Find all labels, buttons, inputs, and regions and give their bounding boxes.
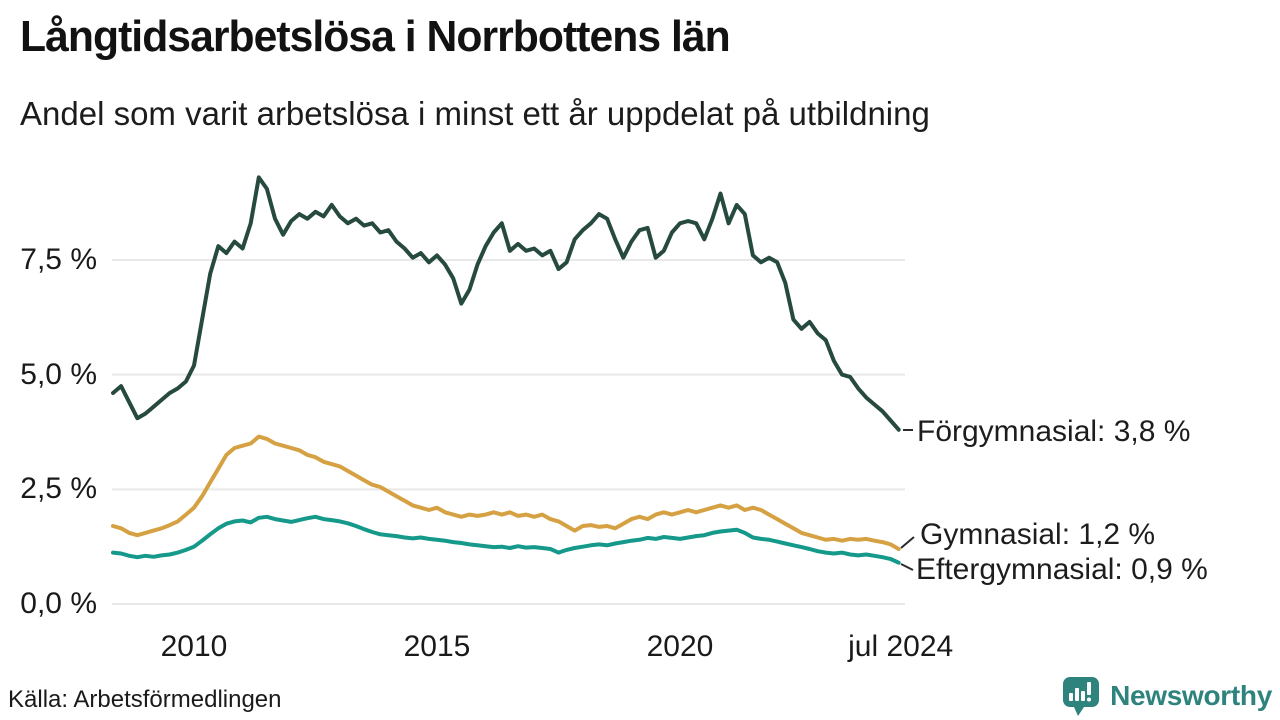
source-note: Källa: Arbetsförmedlingen: [8, 686, 282, 713]
page-title: Långtidsarbetslösa i Norrbottens län: [20, 12, 731, 61]
x-tick-label-2020: 2020: [646, 630, 714, 663]
series-end-label-gymnasial: Gymnasial: 1,2 %: [920, 518, 1156, 551]
newsworthy-bubble-chart-icon: [1063, 677, 1100, 716]
series-line-eftergymnasial: [111, 514, 901, 565]
series-line-forgymnasial: [111, 175, 901, 432]
x-tick-label-2015: 2015: [403, 630, 471, 663]
y-tick-label-2: 5,0 %: [20, 358, 97, 391]
brand-name: Newsworthy: [1110, 680, 1272, 711]
series-end-label-forgymnasial: Förgymnasial: 3,8 %: [917, 415, 1191, 448]
series-line-gymnasial: [111, 434, 901, 551]
leader-line-gymnasial: [900, 536, 915, 549]
y-tick-label-1: 2,5 %: [20, 472, 97, 505]
page-subtitle: Andel som varit arbetslösa i minst ett å…: [20, 95, 930, 132]
leader-line-eftergymnasial: [900, 563, 914, 571]
series-end-label-eftergymnasial: Eftergymnasial: 0,9 %: [916, 553, 1208, 586]
y-tick-label-0: 0,0 %: [20, 587, 97, 620]
x-tick-label-jul-2024: jul 2024: [848, 630, 954, 663]
x-tick-label-2010: 2010: [160, 630, 228, 663]
y-tick-label-3: 7,5 %: [20, 243, 97, 276]
brand-logo[interactable]: Newsworthy: [1061, 674, 1272, 718]
